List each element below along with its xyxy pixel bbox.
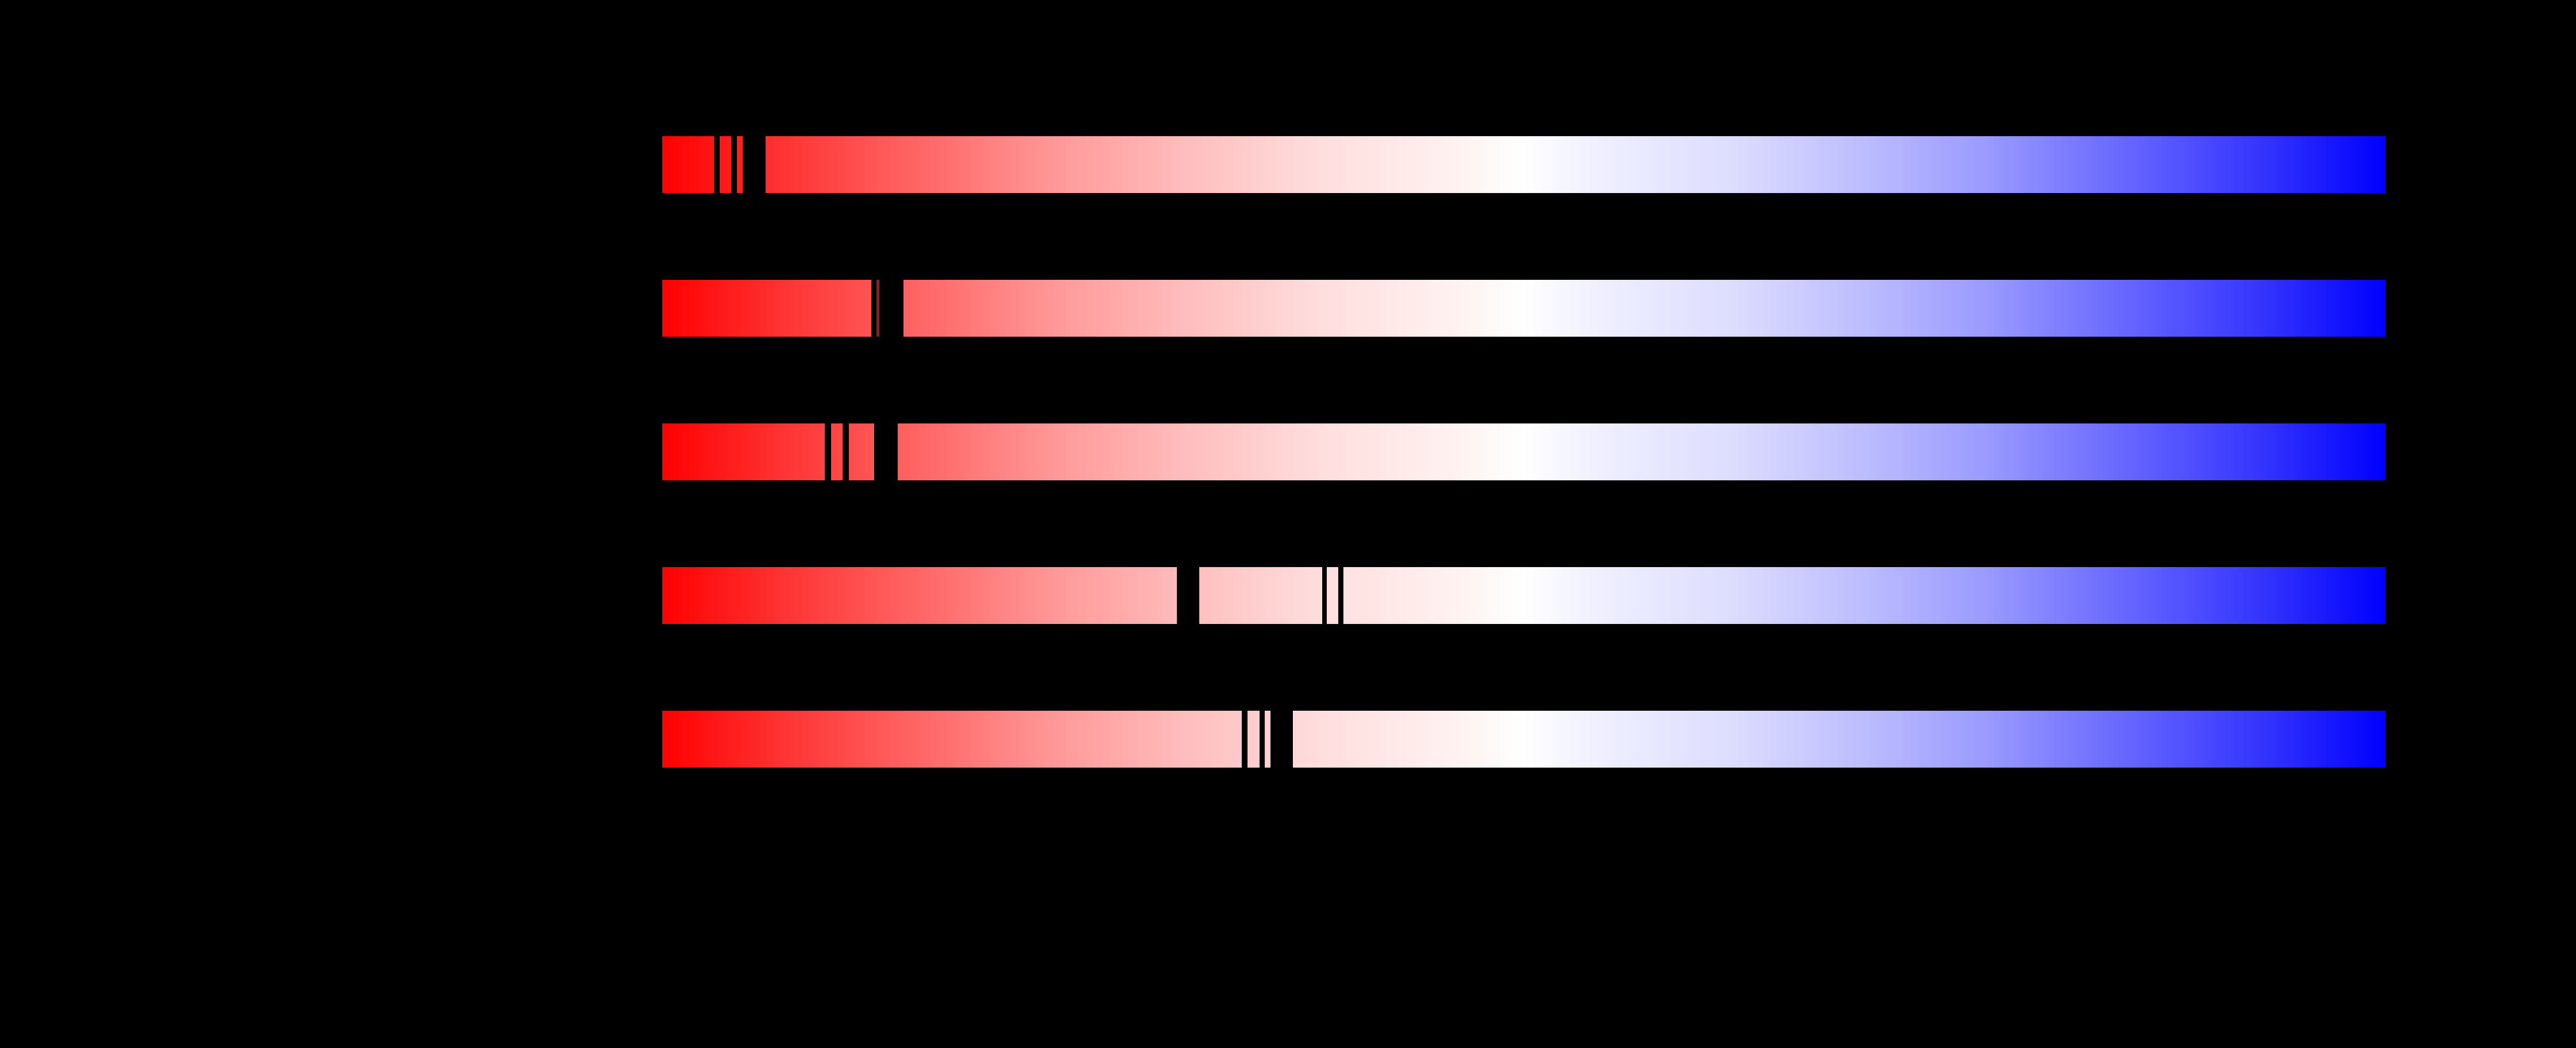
tick-mark — [731, 136, 737, 193]
tick-mark — [825, 423, 831, 480]
block-mark — [743, 136, 766, 193]
tick-mark — [714, 136, 720, 193]
gradient-bar-2 — [662, 280, 2385, 337]
block-mark — [1177, 567, 1199, 624]
gradient-bar-3 — [662, 423, 2385, 480]
tick-mark — [843, 423, 849, 480]
block-mark — [874, 423, 898, 480]
block-mark — [1270, 711, 1293, 768]
tick-mark — [1242, 711, 1248, 768]
gradient-bar-4 — [662, 567, 2385, 624]
tick-mark — [1260, 711, 1265, 768]
gradient-bar-1 — [662, 136, 2385, 193]
tick-mark — [871, 280, 876, 337]
gradient-bar-5 — [662, 711, 2385, 768]
block-mark — [879, 280, 903, 337]
sliver-mark — [876, 280, 879, 337]
tick-mark — [1338, 567, 1343, 624]
tick-mark — [1322, 567, 1327, 624]
